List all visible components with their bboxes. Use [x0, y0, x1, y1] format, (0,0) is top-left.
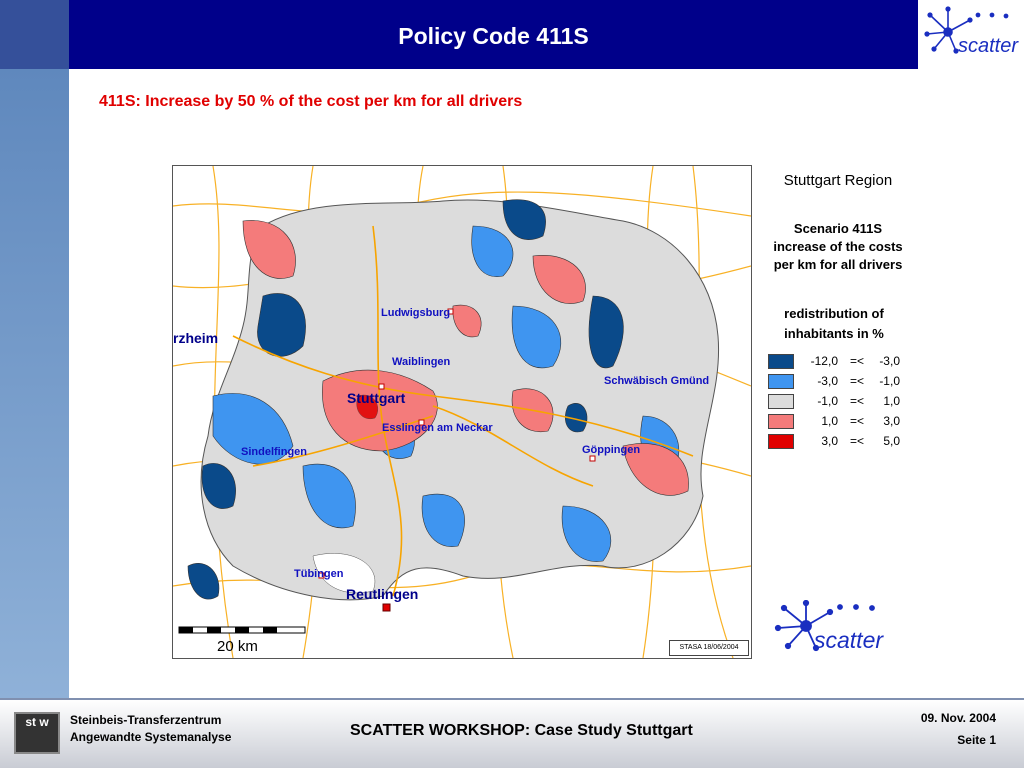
map-label-esslingen: Esslingen am Neckar: [382, 422, 493, 434]
legend-low: -1,0: [817, 394, 838, 408]
legend-swatch: [768, 394, 794, 409]
scale-label: 20 km: [217, 638, 258, 655]
scatter-logo-text: scatter: [814, 627, 884, 653]
slide-title: Policy Code 411S: [398, 23, 589, 49]
scatter-logo-header: scatter: [918, 0, 1024, 69]
slide-footer: st w Steinbeis-Transferzentrum Angewandt…: [0, 698, 1024, 768]
legend-low: 3,0: [821, 434, 838, 448]
map-label-reutlingen: Reutlingen: [346, 586, 419, 602]
legend-caption: redistribution of inhabitants in %: [784, 306, 884, 341]
footer-title: SCATTER WORKSHOP: Case Study Stuttgart: [350, 722, 693, 739]
legend-swatch: [768, 374, 794, 389]
stw-logo: st w: [14, 712, 60, 754]
sidebar-gradient: [0, 69, 69, 698]
legend-high: 1,0: [883, 394, 900, 408]
legend-operator: =<: [849, 374, 864, 388]
legend-high: -3,0: [879, 354, 900, 368]
scatter-logo-icon: scatter: [924, 6, 1019, 57]
footer-page-number: Seite 1: [957, 733, 996, 747]
regional-map: [173, 166, 751, 658]
legend-scenario: Scenario 411S increase of the costs per …: [773, 221, 903, 272]
sidebar-top-block: [0, 0, 69, 69]
map-label-schwaebisch-gmuend: Schwäbisch Gmünd: [604, 375, 710, 387]
slide-header: Policy Code 411S: [69, 0, 918, 69]
map-label-pforzheim: rzheim: [173, 330, 219, 346]
legend-operator: =<: [849, 354, 864, 368]
legend-swatch: [768, 434, 794, 449]
stw-logo-text: st w: [25, 715, 49, 729]
legend-low: 1,0: [821, 414, 838, 428]
legend-operator: =<: [849, 394, 864, 408]
map-label-stuttgart: Stuttgart: [347, 390, 406, 406]
legend-operator: =<: [849, 414, 864, 428]
map-credit: STASA 18/06/2004: [669, 640, 749, 656]
map-label-tuebingen: Tübingen: [294, 568, 344, 580]
legend-low: -12,0: [810, 354, 838, 368]
scale-bar: [178, 626, 306, 634]
map-label-waiblingen: Waiblingen: [392, 356, 451, 368]
map-panel: rzheim Ludwigsburg Waiblingen Stuttgart …: [172, 165, 752, 659]
legend-high: 5,0: [883, 434, 900, 448]
map-label-ludwigsburg: Ludwigsburg: [381, 307, 451, 319]
legend-swatch: [768, 354, 794, 369]
scatter-logo-icon: scatter: [774, 599, 884, 653]
legend-operator: =<: [849, 434, 864, 448]
legend-swatch: [768, 414, 794, 429]
scatter-logo-bottom: scatter: [772, 599, 902, 665]
map-label-goeppingen: Göppingen: [582, 444, 641, 456]
footer-organization: Steinbeis-Transferzentrum Angewandte Sys…: [70, 713, 232, 744]
footer-date: 09. Nov. 2004: [920, 711, 996, 725]
slide-subtitle: 411S: Increase by 50 % of the cost per k…: [99, 93, 523, 110]
legend-low: -3,0: [817, 374, 838, 388]
scatter-logo-text: scatter: [958, 35, 1019, 57]
legend-high: -1,0: [879, 374, 900, 388]
legend-high: 3,0: [883, 414, 900, 428]
legend-region-title: Stuttgart Region: [783, 172, 893, 189]
map-label-sindelfingen: Sindelfingen: [241, 446, 307, 458]
